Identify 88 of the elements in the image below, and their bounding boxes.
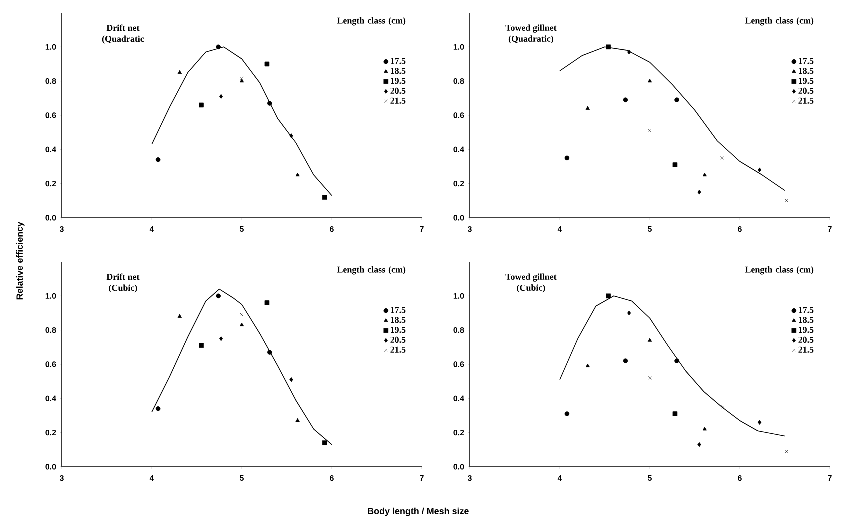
legend-label: 18.5 [799, 317, 814, 324]
point [296, 172, 300, 177]
point [290, 134, 294, 138]
point [586, 106, 590, 110]
point [219, 336, 224, 342]
text: Towed gillnet [506, 274, 557, 282]
point [698, 442, 702, 448]
point [623, 98, 628, 102]
legend-title: Length class (cm) [745, 266, 814, 275]
legend-label: 19.5 [799, 327, 814, 334]
legend-title: Length class (cm) [337, 18, 406, 26]
legend-title: Length class (cm) [745, 18, 814, 26]
text: (Quadratic [102, 36, 144, 44]
point [564, 412, 570, 416]
point [648, 129, 652, 133]
point [290, 377, 294, 382]
point [606, 294, 611, 299]
point [758, 420, 762, 425]
point [216, 44, 221, 50]
point [672, 162, 678, 168]
point [268, 350, 272, 355]
legend-label: 21.5 [798, 346, 814, 353]
legend-label: 21.5 [798, 98, 814, 104]
point [627, 50, 632, 55]
text: Drift net [106, 24, 140, 32]
point [178, 70, 182, 74]
point [627, 310, 632, 316]
point [296, 418, 300, 422]
legend-label: 19.5 [799, 78, 814, 84]
point [674, 98, 680, 102]
y-axis-title: Relative efficiency [16, 222, 25, 300]
point [240, 78, 244, 83]
point [240, 322, 244, 326]
point [648, 78, 652, 83]
point [674, 358, 680, 364]
point [199, 343, 204, 348]
point [268, 101, 272, 106]
point [648, 376, 652, 380]
point [322, 440, 328, 446]
point [156, 406, 161, 412]
x-axis-title: Body length / Mesh size [368, 508, 469, 516]
legend-label: 17.5 [391, 307, 406, 314]
point [199, 102, 204, 108]
point [322, 195, 328, 200]
legend-label: 17.5 [799, 307, 814, 314]
text: (Quadratic) [508, 36, 554, 44]
text: Towed gillnet [506, 24, 557, 33]
line-series [560, 296, 786, 437]
point [156, 158, 161, 162]
point [785, 199, 789, 203]
legend-label: 21.5 [390, 346, 406, 353]
point [178, 314, 182, 318]
legend-label: 21.5 [390, 98, 406, 104]
point [785, 450, 789, 454]
line-series [152, 46, 332, 196]
text: (Cubic) [109, 284, 138, 293]
legend-label: 20.5 [798, 88, 814, 94]
legend-label: 17.5 [799, 58, 814, 64]
legend-label: 20.5 [390, 336, 406, 344]
legend-label: 18.5 [799, 68, 814, 74]
point [264, 300, 270, 306]
point [758, 168, 762, 173]
point [720, 156, 724, 160]
legend-label: 18.5 [391, 317, 406, 324]
legend-title: Length class (cm) [337, 266, 406, 275]
legend-label: 20.5 [390, 88, 406, 94]
legend-label: 19.5 [391, 327, 406, 334]
legend-label: 17.5 [391, 58, 406, 64]
legend-label: 19.5 [391, 78, 406, 84]
point [586, 364, 590, 368]
line-series [152, 288, 332, 446]
point [623, 358, 628, 364]
text: Drift net [106, 274, 140, 280]
point [702, 427, 708, 431]
point [240, 313, 244, 317]
point [564, 156, 570, 161]
point [219, 94, 224, 100]
legend-label: 20.5 [798, 336, 814, 344]
point [606, 44, 611, 50]
legend-label: 18.5 [391, 68, 406, 74]
point [216, 294, 221, 299]
point [264, 62, 270, 67]
text: (Cubic) [517, 284, 546, 293]
point [721, 405, 725, 409]
point [648, 338, 652, 342]
point [702, 172, 708, 177]
point [698, 190, 702, 195]
point [672, 412, 678, 416]
